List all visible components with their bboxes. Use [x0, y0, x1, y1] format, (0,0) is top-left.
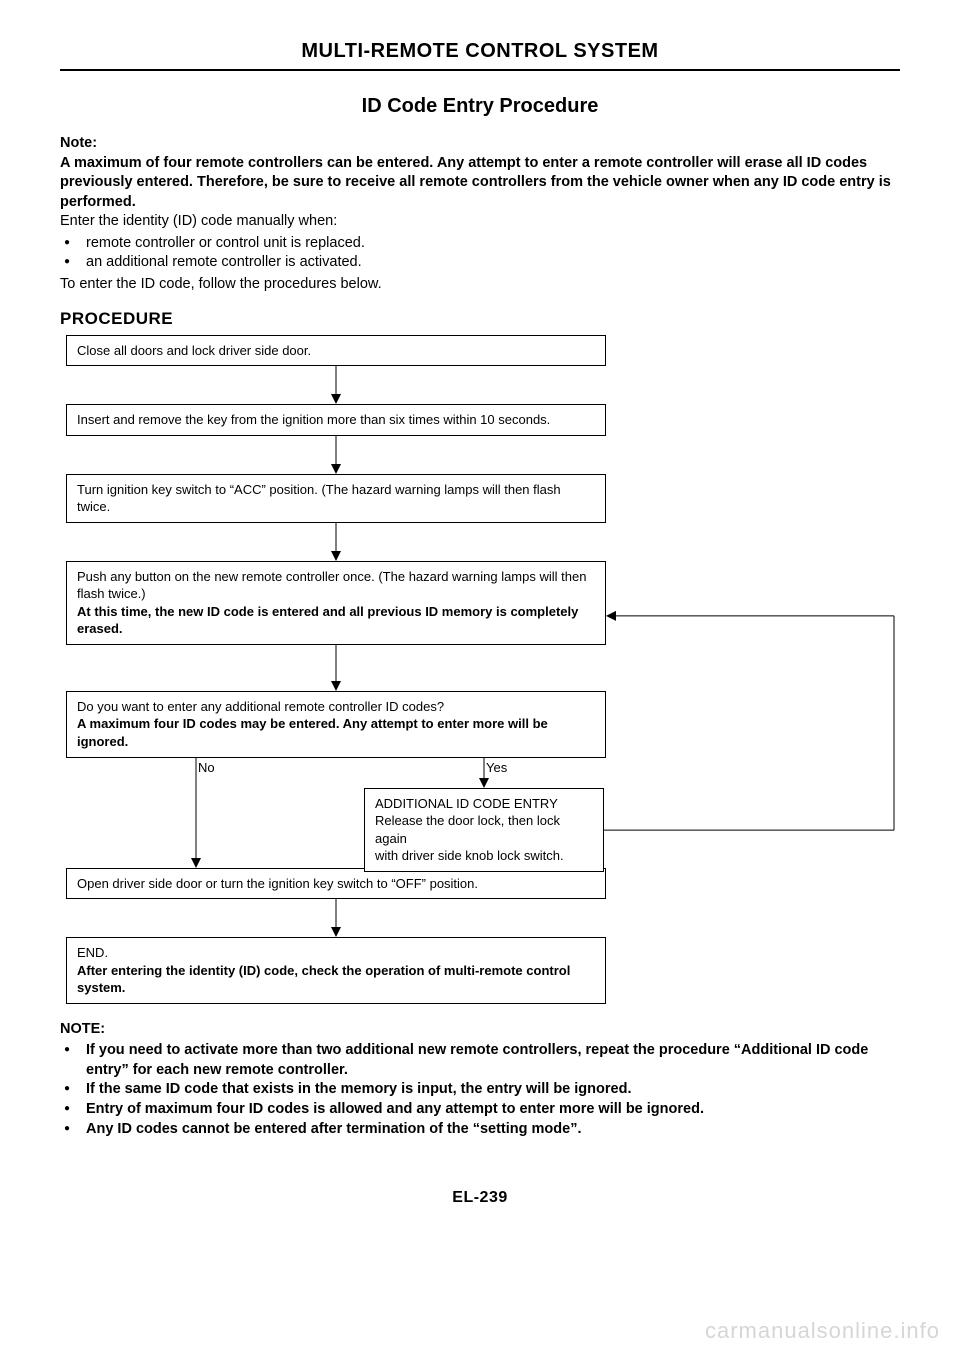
flow-box-1: Close all doors and lock driver side doo…: [66, 335, 606, 367]
header-rule: [60, 69, 900, 71]
note-1: If you need to activate more than two ad…: [60, 1041, 900, 1080]
flow-box-6: Open driver side door or turn the igniti…: [66, 868, 606, 900]
note-1-text: If you need to activate more than two ad…: [86, 1042, 868, 1078]
addbox-line1: Release the door lock, then lock again: [375, 813, 560, 846]
intro-bullets: remote controller or control unit is rep…: [60, 234, 900, 273]
flow-split: No Yes ADDITIONAL ID CODE ENTRY Release …: [66, 758, 606, 868]
notes-label: NOTE:: [60, 1021, 105, 1037]
intro-line2: To enter the ID code, follow the procedu…: [60, 276, 382, 292]
addbox-title: ADDITIONAL ID CODE ENTRY: [375, 796, 558, 811]
flow-box-5-line2: A maximum four ID codes may be entered. …: [77, 716, 548, 749]
note-4: Any ID codes cannot be entered after ter…: [60, 1120, 900, 1140]
note-2: If the same ID code that exists in the m…: [60, 1080, 900, 1100]
flow-box-7-line2: After entering the identity (ID) code, c…: [77, 963, 570, 996]
note-body: A maximum of four remote controllers can…: [60, 155, 891, 210]
page-footer: EL-239: [60, 1189, 900, 1207]
flowchart: Close all doors and lock driver side doo…: [66, 335, 606, 1004]
note-4-text: Any ID codes cannot be entered after ter…: [86, 1121, 582, 1137]
note-label: Note:: [60, 135, 97, 151]
intro-block: Note: A maximum of four remote controlle…: [60, 134, 900, 295]
note-2-text: If the same ID code that exists in the m…: [86, 1081, 631, 1097]
flow-box-5-line1: Do you want to enter any additional remo…: [77, 699, 444, 714]
addbox-line2: with driver side knob lock switch.: [375, 848, 564, 863]
flow-box-4: Push any button on the new remote contro…: [66, 561, 606, 645]
flow-box-2: Insert and remove the key from the ignit…: [66, 404, 606, 436]
arrow-4: [66, 645, 606, 691]
arrow-1: [66, 366, 606, 404]
intro-bullet-2: an additional remote controller is activ…: [60, 253, 900, 273]
flow-box-5: Do you want to enter any additional remo…: [66, 691, 606, 758]
arrow-6: [66, 899, 606, 937]
header-title: MULTI-REMOTE CONTROL SYSTEM: [60, 40, 900, 69]
flow-box-4-line1: Push any button on the new remote contro…: [77, 569, 586, 602]
flow-box-7: END. After entering the identity (ID) co…: [66, 937, 606, 1004]
flow-box-4-line2: At this time, the new ID code is entered…: [77, 604, 578, 637]
flow-box-7-line1: END.: [77, 945, 108, 960]
watermark: carmanualsonline.info: [705, 1318, 940, 1344]
intro-bullet-1: remote controller or control unit is rep…: [60, 234, 900, 254]
flow-box-3: Turn ignition key switch to “ACC” positi…: [66, 474, 606, 523]
additional-id-box: ADDITIONAL ID CODE ENTRY Release the doo…: [364, 788, 604, 872]
intro-line1: Enter the identity (ID) code manually wh…: [60, 213, 337, 229]
arrow-2: [66, 436, 606, 474]
note-3: Entry of maximum four ID codes is allowe…: [60, 1100, 900, 1120]
arrow-3: [66, 523, 606, 561]
notes-block: NOTE: If you need to activate more than …: [60, 1020, 900, 1139]
section-title: ID Code Entry Procedure: [60, 95, 900, 118]
procedure-heading: PROCEDURE: [60, 309, 900, 329]
note-3-text: Entry of maximum four ID codes is allowe…: [86, 1101, 704, 1117]
notes-list: If you need to activate more than two ad…: [60, 1041, 900, 1139]
